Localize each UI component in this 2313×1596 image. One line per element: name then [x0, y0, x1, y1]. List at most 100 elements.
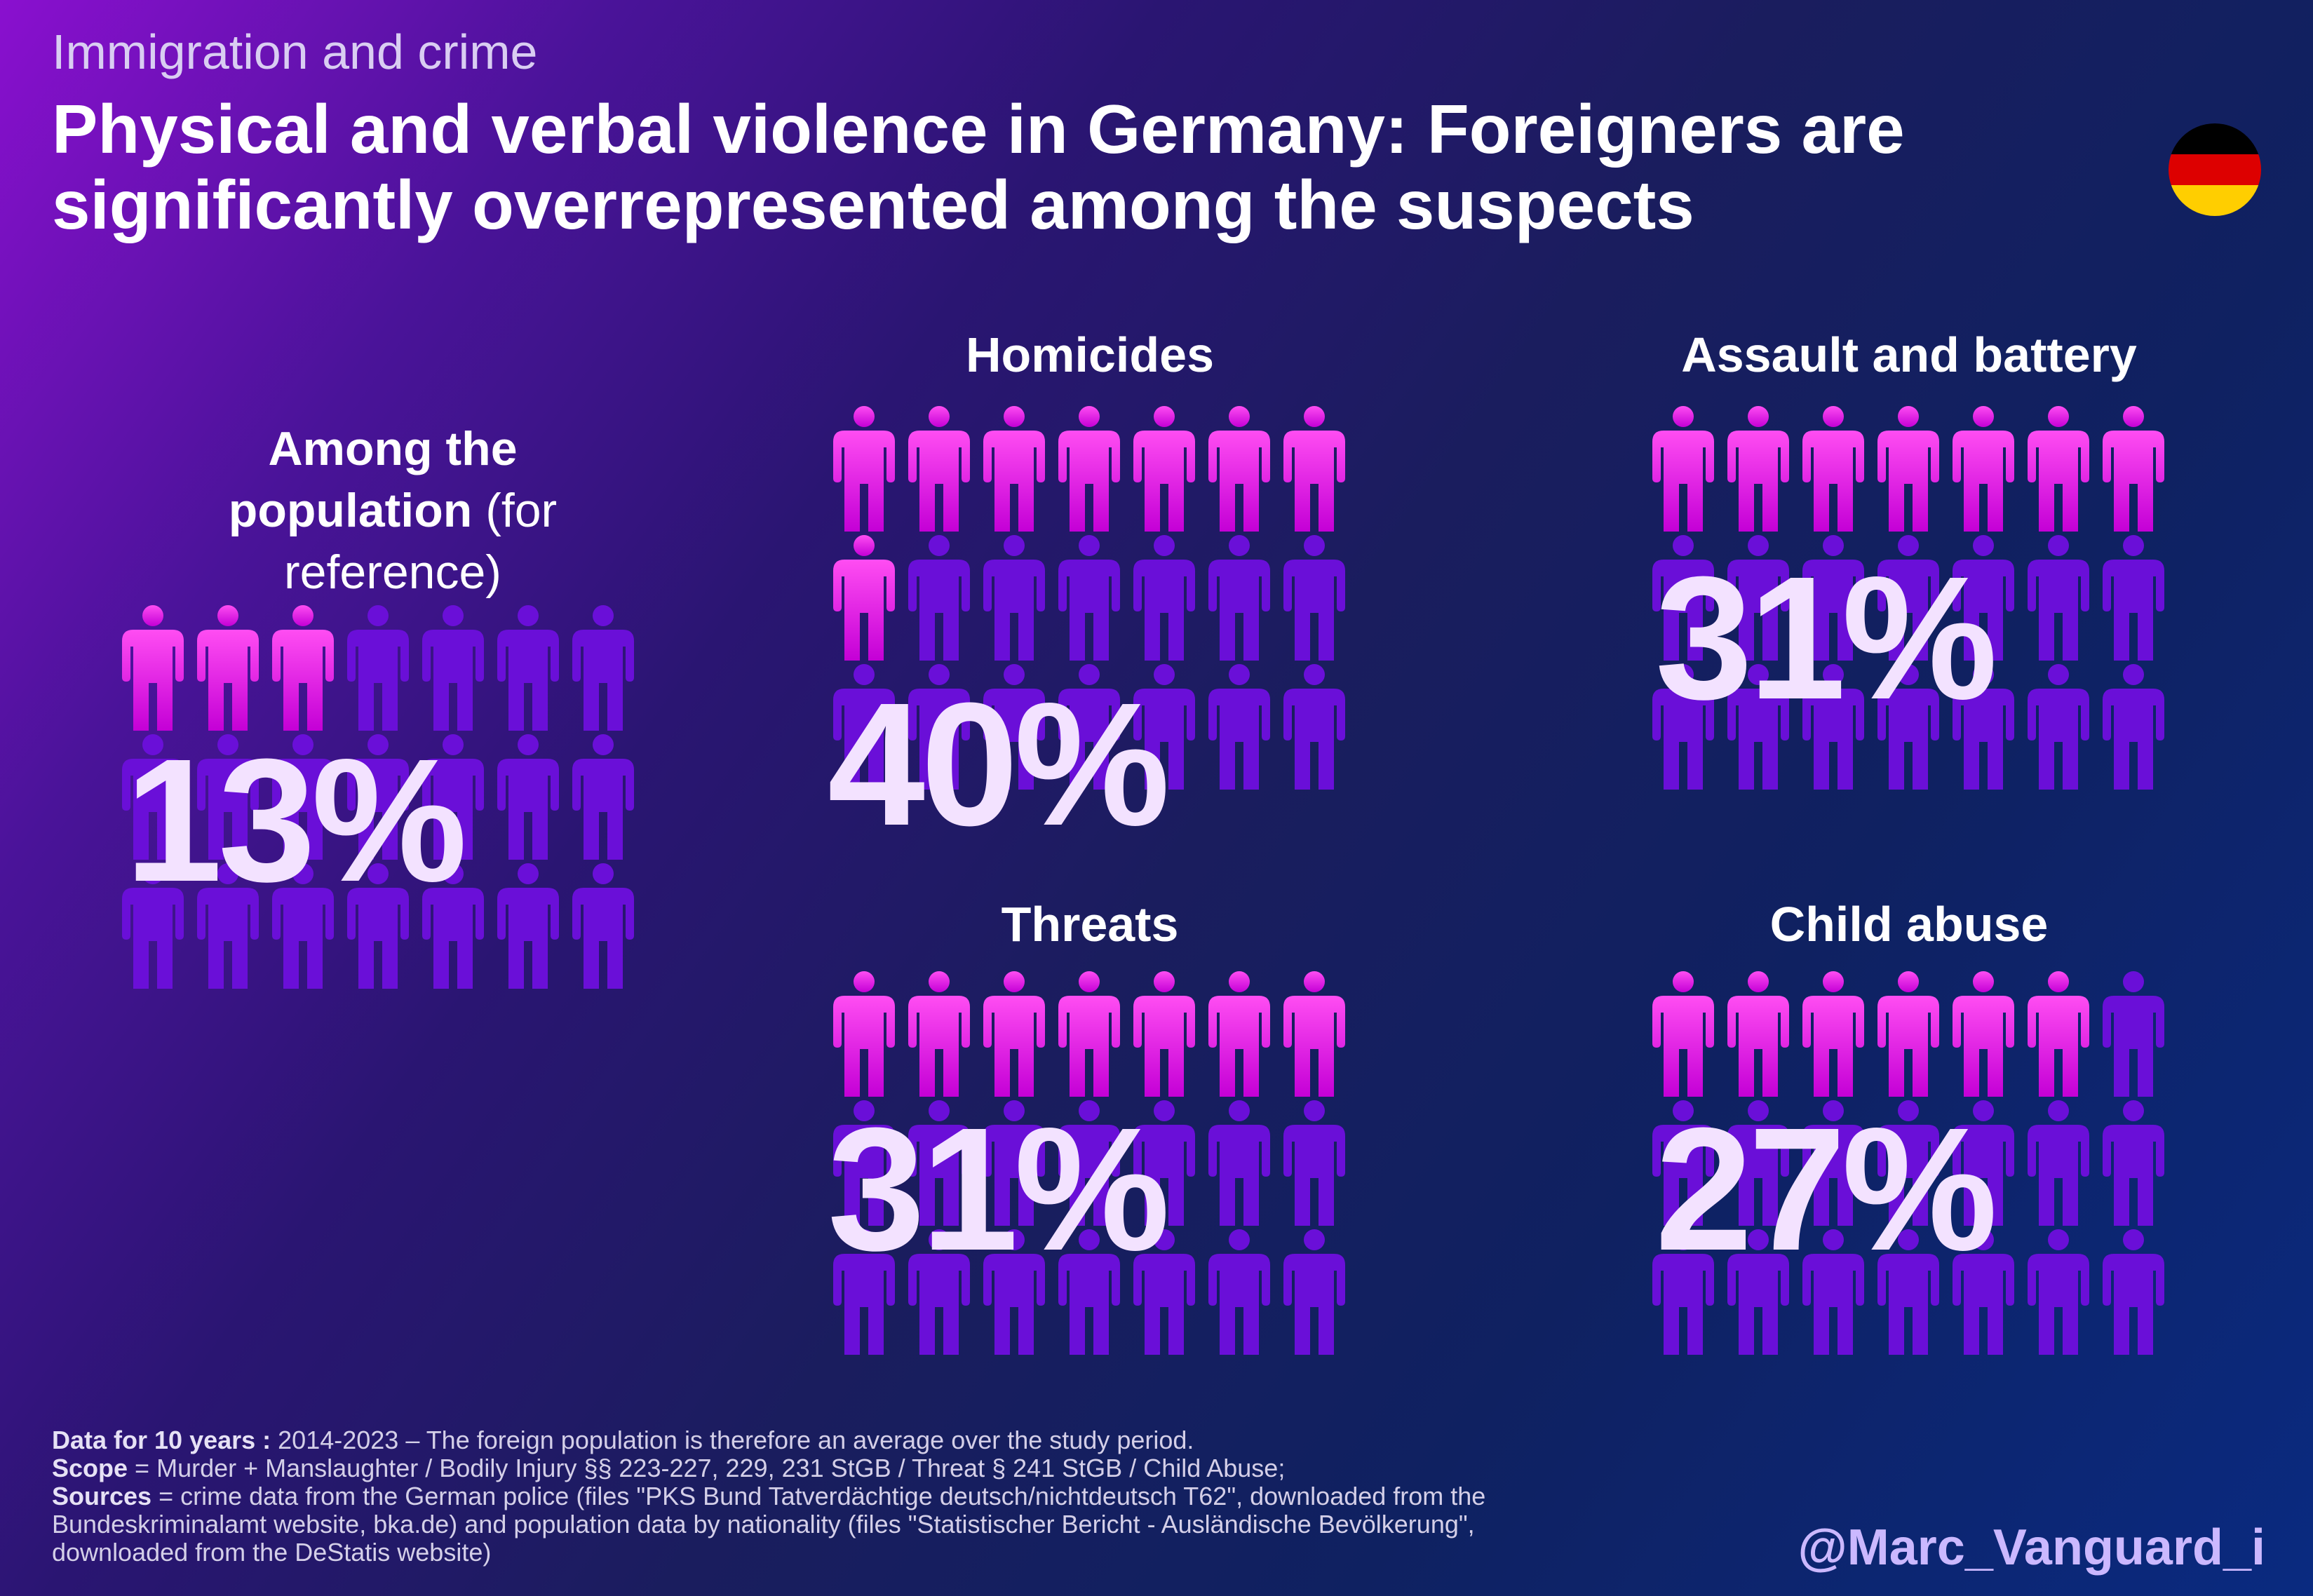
person-icon — [347, 734, 409, 860]
population-pictogram — [121, 604, 635, 992]
person-icon — [497, 605, 559, 731]
person-icon — [1877, 1229, 1939, 1355]
child-abuse-title: Child abuse — [1769, 897, 2049, 952]
person-icon-highlighted — [1058, 971, 1120, 1097]
person-icon — [1727, 1229, 1789, 1355]
headline: Physical and verbal violence in Germany:… — [52, 91, 2121, 243]
person-icon — [422, 863, 484, 989]
person-icon — [1953, 1100, 2014, 1226]
person-icon — [1652, 1100, 1714, 1226]
person-icon — [2028, 664, 2089, 790]
person-icon-highlighted — [1727, 406, 1789, 532]
person-icon-highlighted — [1283, 406, 1345, 532]
person-icon — [1058, 535, 1120, 661]
person-icon — [197, 734, 259, 860]
flag-stripe-black — [2169, 123, 2261, 154]
person-icon — [1877, 1100, 1939, 1226]
footnote-sources-text-2: Bundeskriminalamt website, bka.de) and p… — [52, 1510, 1475, 1538]
person-icon-highlighted — [1283, 971, 1345, 1097]
person-icon-highlighted — [197, 605, 259, 731]
person-icon — [1208, 1229, 1270, 1355]
person-icon-highlighted — [1058, 406, 1120, 532]
person-icon-highlighted — [1802, 406, 1864, 532]
person-icon — [1652, 535, 1714, 661]
person-icon — [1283, 1100, 1345, 1226]
child-abuse-pictogram — [1651, 971, 2166, 1358]
person-icon — [572, 605, 634, 731]
person-icon — [122, 734, 184, 860]
person-icon — [1652, 1229, 1714, 1355]
person-icon-highlighted — [983, 406, 1045, 532]
homicides-percentage: 40% — [828, 666, 1170, 862]
person-icon — [1802, 1229, 1864, 1355]
footnote-data-label: Data for 10 years : — [52, 1426, 271, 1454]
person-icon — [1208, 664, 1270, 790]
person-icon — [2103, 664, 2164, 790]
person-icon — [1283, 664, 1345, 790]
population-title-note-1: (for — [485, 484, 558, 537]
population-title-bold: Among the population — [228, 422, 518, 537]
person-icon — [1877, 664, 1939, 790]
person-icon-highlighted — [1877, 971, 1939, 1097]
person-icon-highlighted — [2028, 406, 2089, 532]
person-icon-highlighted — [1208, 971, 1270, 1097]
person-icon-highlighted — [1208, 406, 1270, 532]
headline-line-1: Physical and verbal violence in Germany:… — [52, 90, 1905, 168]
person-icon — [197, 863, 259, 989]
person-icon — [497, 734, 559, 860]
person-icon-highlighted — [2028, 971, 2089, 1097]
person-icon — [422, 734, 484, 860]
person-icon — [1953, 1229, 2014, 1355]
population-title-note-2: reference) — [284, 546, 501, 599]
person-icon — [1058, 664, 1120, 790]
person-icon — [1058, 1229, 1120, 1355]
author-handle: @Marc_Vanguard_i — [1798, 1520, 2265, 1576]
person-icon — [1283, 535, 1345, 661]
flag-stripe-red — [2169, 154, 2261, 185]
person-icon — [833, 664, 895, 790]
threats-pictogram — [832, 971, 1347, 1358]
person-icon — [1727, 664, 1789, 790]
person-icon — [347, 605, 409, 731]
person-icon-highlighted — [908, 971, 970, 1097]
person-icon-highlighted — [272, 605, 334, 731]
person-icon-highlighted — [833, 971, 895, 1097]
person-icon — [1133, 1229, 1195, 1355]
person-icon — [908, 1229, 970, 1355]
person-icon — [983, 1100, 1045, 1226]
population-percentage: 13% — [125, 722, 467, 918]
person-icon — [1727, 535, 1789, 661]
person-icon — [272, 863, 334, 989]
person-icon-highlighted — [1652, 971, 1714, 1097]
person-icon — [1877, 535, 1939, 661]
person-icon — [983, 664, 1045, 790]
person-icon-highlighted — [1953, 971, 2014, 1097]
person-icon-highlighted — [122, 605, 184, 731]
person-icon — [2103, 971, 2164, 1097]
person-icon-highlighted — [1652, 406, 1714, 532]
footnote-sources-label: Sources — [52, 1482, 152, 1510]
person-icon-highlighted — [983, 971, 1045, 1097]
person-icon — [2028, 535, 2089, 661]
person-icon-highlighted — [833, 406, 895, 532]
person-icon — [1802, 535, 1864, 661]
person-icon — [572, 863, 634, 989]
person-icon — [1953, 535, 2014, 661]
person-icon-highlighted — [1802, 971, 1864, 1097]
person-icon — [1058, 1100, 1120, 1226]
person-icon — [1727, 1100, 1789, 1226]
germany-flag-icon — [2169, 123, 2261, 216]
person-icon-highlighted — [1133, 406, 1195, 532]
threats-percentage: 31% — [828, 1091, 1170, 1287]
headline-line-2: significantly overrepresented among the … — [52, 166, 1694, 243]
kicker: Immigration and crime — [52, 25, 538, 79]
person-icon — [983, 1229, 1045, 1355]
person-icon — [2103, 1100, 2164, 1226]
homicides-title: Homicides — [966, 327, 1214, 382]
person-icon — [2103, 535, 2164, 661]
person-icon-highlighted — [1133, 971, 1195, 1097]
person-icon-highlighted — [1727, 971, 1789, 1097]
threats-title: Threats — [1001, 897, 1179, 952]
person-icon — [122, 863, 184, 989]
person-icon — [833, 1100, 895, 1226]
